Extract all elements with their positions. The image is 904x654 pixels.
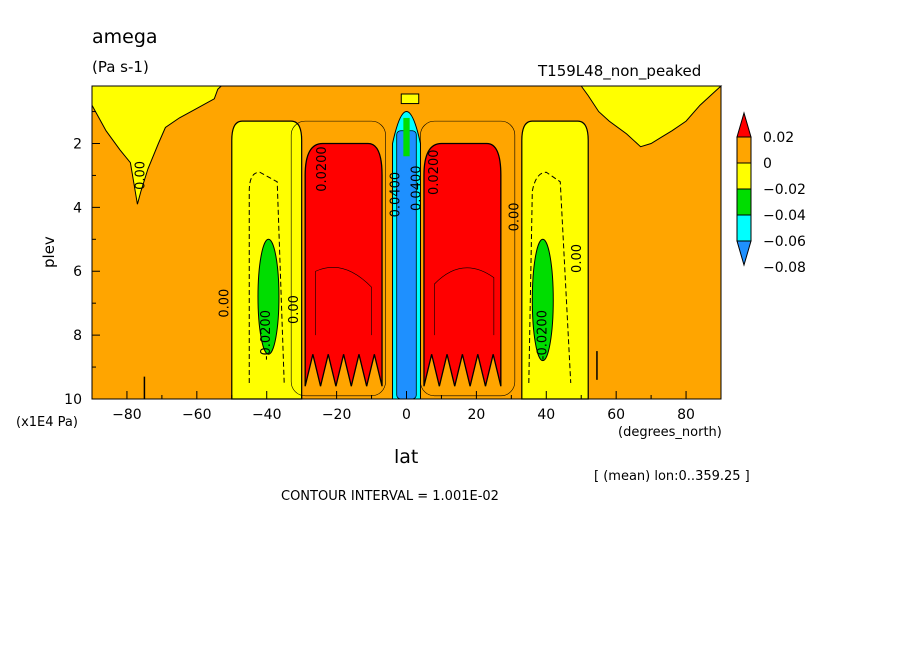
x-tick-label: 80 xyxy=(677,407,695,423)
contour-label-6: 0.0400 xyxy=(409,165,424,211)
x-tick-label: −60 xyxy=(182,407,212,423)
colorbar-arrow-top xyxy=(736,111,752,138)
x-axis: −80 −60 −40 −20 0 20 40 60 80 xyxy=(91,391,722,423)
x-axis-label: lat xyxy=(394,446,419,468)
x-tick-label: 0 xyxy=(402,407,411,423)
contour-interval-note: CONTOUR INTERVAL = 1.001E-02 xyxy=(281,489,499,504)
y-axis-units: (x1E4 Pa) xyxy=(16,415,78,430)
colorbar-arrow-bottom xyxy=(736,240,752,267)
x-tick-label: −20 xyxy=(322,407,352,423)
x-axis-units: (degrees_north) xyxy=(618,425,722,440)
colorbar-label: −0.02 xyxy=(763,182,806,198)
chart-units: (Pa s-1) xyxy=(92,58,149,76)
x-tick-label: 60 xyxy=(607,407,625,423)
contour-dashed-nh xyxy=(528,171,572,384)
region-sh-subsidence xyxy=(304,142,383,387)
colorbar-label: −0.06 xyxy=(763,234,806,250)
contour-label-10: -0.0200 xyxy=(535,310,550,360)
run-label: T159L48_non_peaked xyxy=(538,62,702,80)
contour-label-0: 0.00 xyxy=(133,161,148,190)
colorbar-swatch xyxy=(736,162,752,190)
colorbar-swatch xyxy=(736,188,752,216)
y-tick-label: 6 xyxy=(73,264,82,280)
contour-label-8: 0.00 xyxy=(507,202,522,231)
y-axis-label: plev xyxy=(40,236,58,268)
y-axis: 2 4 6 8 10 xyxy=(64,111,100,408)
region-northern-high-lat-upper xyxy=(580,85,723,148)
colorbar-label: 0 xyxy=(763,156,772,172)
region-nh-midlat-core xyxy=(531,238,554,362)
colorbar-swatch xyxy=(736,214,752,242)
contour-dashed-sh xyxy=(248,171,285,384)
region-southern-high-lat-upper xyxy=(91,85,223,205)
region-top-blob xyxy=(400,93,420,105)
colorbar-label: −0.08 xyxy=(763,260,806,276)
y-tick-label: 2 xyxy=(73,136,82,152)
colorbar-label: −0.04 xyxy=(763,208,806,224)
colorbar-label: 0.02 xyxy=(763,130,794,146)
contour-label-7: 0.0200 xyxy=(427,149,442,195)
colorbar: 0.02 0 −0.02 −0.04 −0.06 −0.08 xyxy=(736,111,806,276)
y-tick-label: 8 xyxy=(73,328,82,344)
region-nh-subsidence xyxy=(423,142,502,387)
contour-thin-sh xyxy=(290,120,386,397)
averaging-note: [ (mean) lon:0..359.25 ] xyxy=(594,469,750,484)
contour-label-1: 0.00 xyxy=(217,289,232,318)
y-tick-label: 10 xyxy=(64,392,82,408)
colorbar-swatch xyxy=(736,136,752,164)
y-tick-label: 4 xyxy=(73,200,82,216)
x-tick-label: 20 xyxy=(467,407,485,423)
contour-label-3: -0.0200 xyxy=(259,310,274,360)
contour-label-2: 0.00 xyxy=(287,295,302,324)
x-tick-label: −80 xyxy=(112,407,142,423)
contour-inner-nh xyxy=(434,267,495,336)
x-tick-label: −40 xyxy=(252,407,282,423)
contour-inner-sh xyxy=(315,267,372,336)
x-tick-label: 40 xyxy=(537,407,555,423)
region-itcz-top xyxy=(403,117,410,157)
contour-label-5: 0.0400 xyxy=(389,172,404,218)
contour-label-4: 0.0200 xyxy=(315,146,330,192)
contour-label-9: 0.00 xyxy=(570,244,585,273)
region-sh-midlat-core xyxy=(257,238,280,355)
chart-title: amega xyxy=(92,26,158,48)
